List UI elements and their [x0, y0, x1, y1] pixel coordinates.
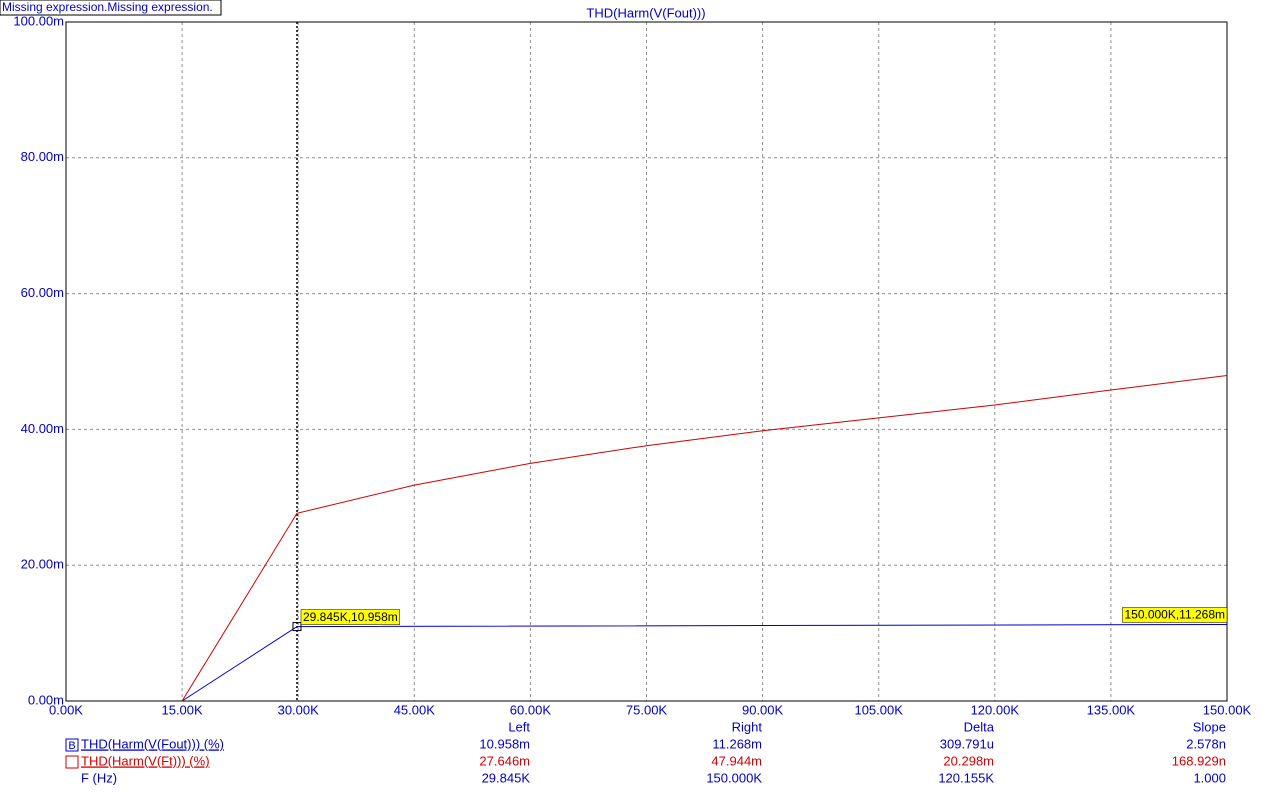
y-tick-label: 100.00m: [13, 13, 64, 28]
cursor-label: 150.000K,11.268m: [1124, 608, 1225, 622]
readout-value: 47.944m: [711, 753, 762, 768]
readout-value: 27.646m: [479, 753, 530, 768]
x-tick-label: 0.00K: [49, 702, 83, 717]
readout-value: 309.791u: [940, 736, 994, 751]
readout-value: 2.578n: [1186, 736, 1226, 751]
readout-header: Right: [732, 719, 763, 734]
x-tick-label: 30.00K: [278, 702, 320, 717]
y-tick-label: 40.00m: [21, 421, 64, 436]
legend-label: THD(Harm(V(Fout))) (%): [81, 736, 224, 751]
x-tick-label: 45.00K: [394, 702, 436, 717]
y-tick-label: 60.00m: [21, 285, 64, 300]
readout-value: 29.845K: [482, 770, 531, 785]
x-tick-label: 105.00K: [854, 702, 903, 717]
x-tick-label: 135.00K: [1087, 702, 1136, 717]
series-line: [181, 374, 1228, 702]
readout-value: 11.268m: [712, 736, 762, 751]
y-tick-label: 0.00m: [28, 692, 64, 707]
readout-header: Left: [508, 719, 530, 734]
cursor-label-box: [1122, 607, 1228, 623]
x-row-label: F (Hz): [81, 770, 117, 785]
readout-header: Delta: [964, 719, 995, 734]
readout-value: 20.298m: [943, 753, 994, 768]
status-box: [0, 0, 222, 16]
readout-value: 120.155K: [938, 770, 994, 785]
cursor-label: 29.845K,10.958m: [303, 610, 398, 624]
legend-selected-marker: B: [68, 740, 75, 752]
readout-value: 10.958m: [479, 736, 530, 751]
x-tick-label: 150.00K: [1203, 702, 1252, 717]
cursor-marker: [292, 622, 302, 632]
readout-value: 168.929n: [1172, 753, 1226, 768]
readout-header: Slope: [1193, 719, 1226, 734]
x-tick-label: 60.00K: [510, 702, 552, 717]
x-tick-label: 75.00K: [626, 702, 668, 717]
series-line: [181, 623, 1228, 702]
y-tick-label: 80.00m: [21, 149, 64, 164]
status-text: Missing expression.Missing expression.: [2, 0, 213, 14]
legend-box: [65, 755, 79, 769]
x-tick-label: 15.00K: [161, 702, 203, 717]
legend-label: THD(Harm(V(Ft))) (%): [81, 753, 210, 768]
x-tick-label: 90.00K: [742, 702, 784, 717]
y-tick-label: 20.00m: [21, 557, 64, 572]
x-tick-label: 120.00K: [971, 702, 1020, 717]
plot-border: [65, 21, 1228, 702]
readout-value: 1.000: [1193, 770, 1226, 785]
cursor-label-box: [300, 609, 401, 625]
chart-title: THD(Harm(V(Fout))): [586, 5, 705, 20]
legend-box: [65, 738, 79, 752]
readout-value: 150.000K: [706, 770, 762, 785]
